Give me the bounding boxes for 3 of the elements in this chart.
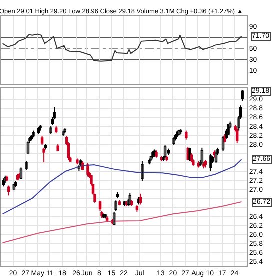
- line-series: [2, 34, 242, 62]
- line-series: [2, 159, 242, 215]
- line-series: [2, 202, 242, 244]
